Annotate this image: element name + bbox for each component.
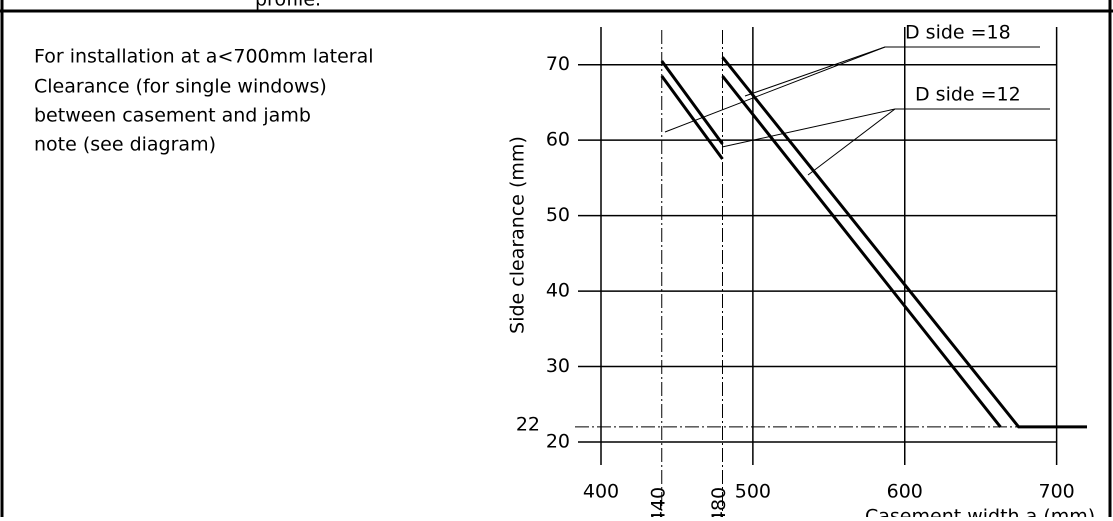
x-tick-label: 500 [735,481,771,503]
legend-label: D side =12 [915,84,1021,106]
note-line: For installation at a<700mm lateral [34,46,374,68]
leader-line [721,108,896,148]
y-tick-label: 70 [546,53,570,75]
series-line [660,75,1002,428]
note-line: note (see diagram) [34,134,216,156]
leader-line [807,108,896,176]
series-line [660,56,1087,429]
x-axis-label: Casement width a (mm) [865,506,1095,518]
note-line: Clearance (for single windows) [34,76,327,98]
x-tick-label: 700 [1038,481,1074,503]
x-tick-label: 600 [887,481,923,503]
leader-line [664,46,886,133]
header-text: profile. [255,0,321,11]
y-tick-label: 40 [546,280,570,302]
note-line: between casement and jamb [34,105,311,127]
leader-line [744,46,886,97]
reference-label: 22 [516,413,540,435]
y-tick-label: 50 [546,204,570,226]
y-tick-label: 60 [546,129,570,151]
legend-label: D side =18 [905,22,1011,44]
y-axis-label: Side clearance (mm) [507,136,529,334]
y-tick-label: 30 [546,355,570,377]
x-tick-label: 400 [583,481,619,503]
y-tick-label: 20 [546,431,570,453]
reference-label: 480 [708,487,730,517]
reference-label: 440 [647,487,669,517]
